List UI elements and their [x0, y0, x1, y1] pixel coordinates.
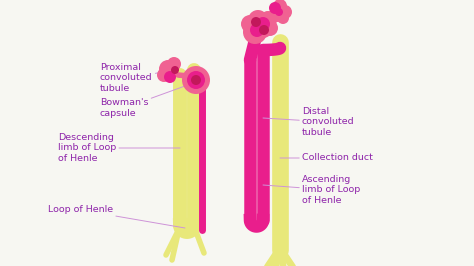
- Text: Distal
convoluted
tubule: Distal convoluted tubule: [263, 107, 355, 137]
- Circle shape: [159, 60, 177, 78]
- Circle shape: [182, 66, 210, 94]
- Circle shape: [253, 18, 273, 38]
- Circle shape: [241, 15, 259, 33]
- Text: Ascending
limb of Loop
of Henle: Ascending limb of Loop of Henle: [263, 175, 360, 205]
- Circle shape: [259, 11, 277, 29]
- Circle shape: [262, 20, 278, 36]
- Circle shape: [248, 10, 268, 30]
- Text: Collection duct: Collection duct: [280, 153, 373, 163]
- Circle shape: [275, 8, 283, 16]
- Circle shape: [269, 6, 285, 22]
- Text: Proximal
convoluted
tubule: Proximal convoluted tubule: [100, 63, 176, 93]
- Text: Bowman's
capsule: Bowman's capsule: [100, 86, 185, 118]
- Circle shape: [191, 75, 201, 85]
- Circle shape: [259, 25, 269, 35]
- Circle shape: [167, 57, 181, 71]
- Circle shape: [171, 66, 179, 74]
- Circle shape: [251, 17, 261, 27]
- Circle shape: [278, 5, 292, 19]
- Circle shape: [243, 20, 267, 44]
- Circle shape: [157, 68, 171, 82]
- Circle shape: [269, 2, 281, 14]
- Circle shape: [187, 71, 205, 89]
- Circle shape: [256, 17, 270, 31]
- Circle shape: [164, 71, 176, 83]
- Circle shape: [250, 23, 264, 37]
- Circle shape: [273, 0, 287, 13]
- Text: Loop of Henle: Loop of Henle: [48, 206, 185, 228]
- Text: Descending
limb of Loop
of Henle: Descending limb of Loop of Henle: [58, 133, 180, 163]
- Circle shape: [277, 12, 289, 24]
